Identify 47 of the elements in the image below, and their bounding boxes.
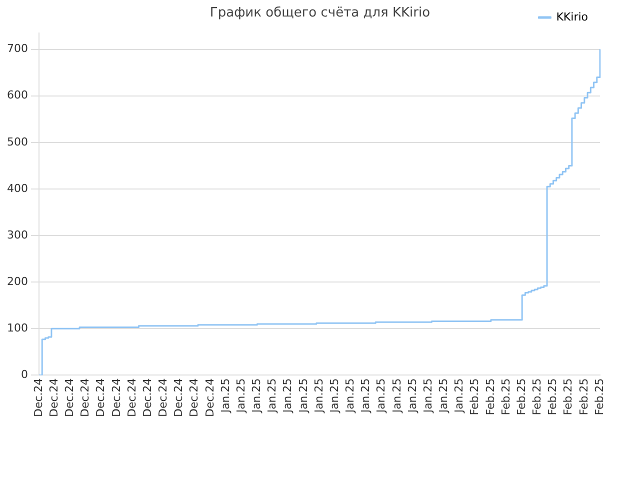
y-tick-label: 500 <box>6 135 28 148</box>
x-tick-label: Dec.24 <box>63 378 76 417</box>
x-tick-label: Feb.25 <box>592 378 606 416</box>
x-tick-label: Jan.25 <box>421 378 434 414</box>
x-tick-label: Dec.24 <box>94 378 108 417</box>
x-tick-label: Feb.25 <box>530 378 544 416</box>
x-tick-label: Jan.25 <box>250 378 264 414</box>
x-tick-label: Jan.25 <box>390 378 404 414</box>
x-tick-label: Dec.24 <box>125 378 138 417</box>
x-tick-label: Jan.25 <box>218 378 232 414</box>
x-tick-label: Feb.25 <box>546 378 560 416</box>
y-tick-label: 400 <box>6 182 28 195</box>
y-tick-label: 700 <box>6 42 28 56</box>
x-tick-label: Dec.24 <box>47 378 60 417</box>
x-tick-label: Jan.25 <box>344 378 357 414</box>
x-tick-label: Jan.25 <box>359 378 372 414</box>
x-tick-label: Jan.25 <box>234 378 248 414</box>
y-tick-label: 0 <box>20 368 28 382</box>
x-tick-label: Feb.25 <box>577 378 590 416</box>
x-tick-label: Feb.25 <box>484 378 497 416</box>
legend-label: KKirio <box>556 10 588 24</box>
x-tick-label: Dec.24 <box>140 378 154 417</box>
x-tick-label: Dec.24 <box>156 378 170 417</box>
x-tick-label: Jan.25 <box>296 378 310 414</box>
x-tick-label: Jan.25 <box>437 378 450 414</box>
x-tick-label: Jan.25 <box>266 378 279 414</box>
y-tick-label: 200 <box>6 274 28 288</box>
x-tick-label: Dec.24 <box>78 378 92 417</box>
x-tick-label: Jan.25 <box>281 378 294 414</box>
x-tick-label: Dec.24 <box>188 378 201 417</box>
x-tick-label: Dec.24 <box>172 378 186 417</box>
x-tick-label: Feb.25 <box>468 378 482 416</box>
x-tick-label: Jan.25 <box>328 378 341 414</box>
y-tick-label: 300 <box>6 228 28 242</box>
x-tick-label: Feb.25 <box>499 378 512 416</box>
x-tick-label: Dec.24 <box>32 378 45 417</box>
x-tick-label: Jan.25 <box>452 378 466 414</box>
y-tick-label: 100 <box>6 322 28 335</box>
x-tick-label: Dec.24 <box>110 378 123 417</box>
y-tick-label: 600 <box>6 88 28 102</box>
chart-title: График общего счёта для KKirio <box>210 5 430 20</box>
x-tick-label: Feb.25 <box>562 378 575 416</box>
x-tick-label: Jan.25 <box>406 378 419 414</box>
x-tick-label: Jan.25 <box>374 378 388 414</box>
x-tick-label: Feb.25 <box>514 378 528 416</box>
x-tick-label: Jan.25 <box>312 378 326 414</box>
x-tick-label: Dec.24 <box>203 378 216 417</box>
